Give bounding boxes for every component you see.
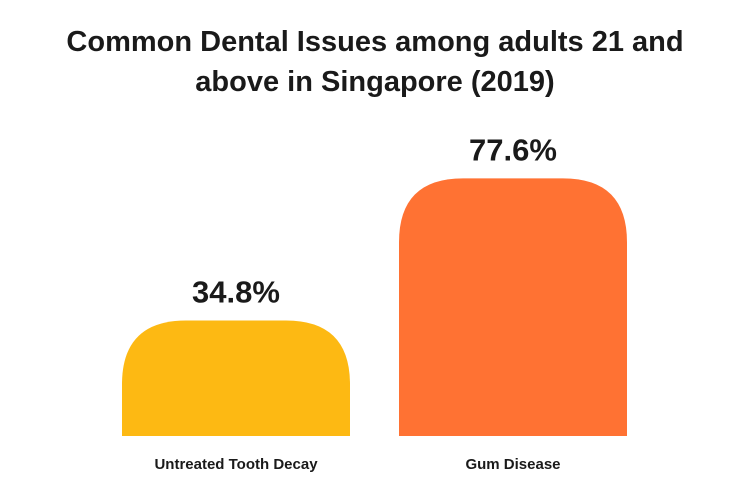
category-label-untreated-tooth-decay: Untreated Tooth Decay	[154, 456, 318, 473]
data-label-gum-disease: 77.6%	[469, 132, 557, 167]
bar-untreated-tooth-decay	[122, 320, 350, 436]
chart-title-line-1: Common Dental Issues among adults 21 and	[66, 26, 684, 58]
chart-title-line-2: above in Singapore (2019)	[195, 66, 555, 98]
data-label-untreated-tooth-decay: 34.8%	[192, 274, 280, 309]
bar-gum-disease	[399, 178, 627, 437]
chart-title: Common Dental Issues among adults 21 and…	[0, 22, 750, 102]
category-label-gum-disease: Gum Disease	[465, 456, 560, 473]
